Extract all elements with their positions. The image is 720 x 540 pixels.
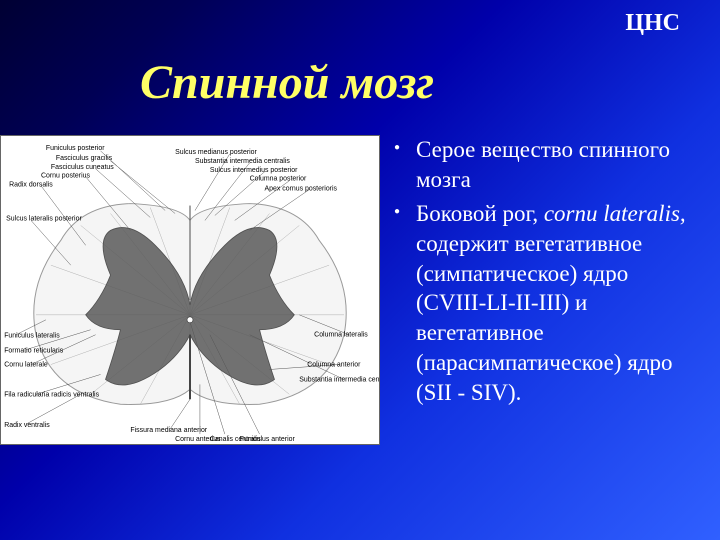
fig-label: Fasciculus cuneatus <box>51 164 114 171</box>
text-column: Серое вещество спинного мозга Боковой ро… <box>380 135 720 445</box>
fig-label: Funiculus anterior <box>240 436 296 443</box>
bullet-text: Серое вещество спинного мозга <box>416 137 670 192</box>
bullet-text: Боковой рог, cornu lateralis, содержит в… <box>416 201 686 405</box>
slide-title: Спинной мозг <box>140 55 434 110</box>
fig-label: Radix dorsalis <box>9 182 53 189</box>
fig-label: Fissura mediana anterior <box>130 427 207 434</box>
fig-label: Cornu posterius <box>41 173 91 180</box>
fig-label: Substantia intermedia centralis <box>195 158 290 165</box>
fig-label: Fila radicularia radicis ventralis <box>4 391 99 398</box>
fig-label: Formatio reticularis <box>4 348 64 355</box>
fig-label: Radix ventralis <box>4 422 50 429</box>
fig-label: Columna posterior <box>250 176 307 183</box>
bullet-item: Серое вещество спинного мозга <box>390 135 700 195</box>
bullet-list: Серое вещество спинного мозга Боковой ро… <box>390 135 700 408</box>
header-text: ЦНС <box>625 10 680 36</box>
fig-label: Sulcus intermedius posterior <box>210 167 298 174</box>
bullet-item: Боковой рог, cornu lateralis, содержит в… <box>390 199 700 408</box>
fig-label: Sulcus medianus posterior <box>175 149 257 156</box>
fig-label: Funiculus posterior <box>46 145 105 152</box>
fig-label: Columna lateralis <box>314 332 368 339</box>
fig-label: Fasciculus gracilis <box>56 155 113 162</box>
spinal-cord-figure: Funiculus posterior Fasciculus gracilis … <box>0 135 380 445</box>
fig-label: Substantia intermedia centralis <box>299 376 379 383</box>
fig-label: Funiculus lateralis <box>4 333 60 340</box>
fig-label: Sulcus lateralis posterior <box>6 215 82 222</box>
fig-label: Cornu laterale <box>4 362 48 369</box>
fig-label: Columna anterior <box>307 362 361 369</box>
slide-header: ЦНС <box>625 10 680 37</box>
title-text: Спинной мозг <box>140 56 434 109</box>
content-row: Funiculus posterior Fasciculus gracilis … <box>0 135 720 445</box>
fig-label: Apex cornus posterioris <box>265 186 338 193</box>
spinal-cord-svg: Funiculus posterior Fasciculus gracilis … <box>1 136 379 444</box>
